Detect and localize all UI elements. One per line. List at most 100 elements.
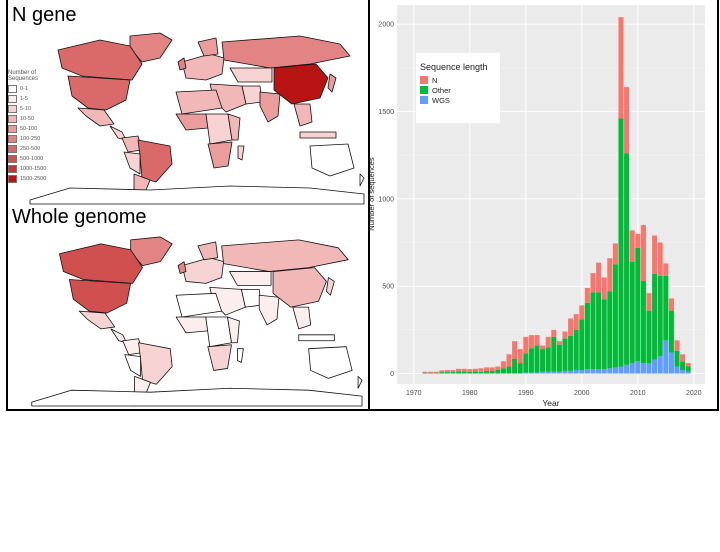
- map-legend-swatch: [8, 155, 17, 163]
- map-antarctica: [31, 387, 363, 407]
- bar-n-1975: [439, 370, 445, 373]
- bar-wgs-2006: [612, 367, 618, 374]
- bar-wgs-2016: [668, 352, 674, 374]
- map-legend-label: 10-50: [20, 116, 35, 122]
- bar-other-1974: [433, 372, 439, 374]
- bar-wgs-1994: [545, 371, 551, 374]
- map-legend-item: 1000-1500: [8, 164, 56, 174]
- bar-n-2010: [635, 233, 641, 248]
- bar-wgs-1997: [562, 370, 568, 374]
- map-west-africa: [175, 113, 209, 131]
- bar-wgs-2003: [596, 369, 602, 374]
- bar-n-1982: [478, 368, 484, 372]
- bar-other-1992: [534, 345, 540, 373]
- bar-other-2009: [629, 261, 635, 364]
- bar-wgs-2014: [657, 356, 663, 374]
- bar-other-1985: [495, 370, 501, 374]
- bar-wgs-1996: [556, 371, 562, 374]
- map-east-africa: [227, 316, 240, 344]
- legend-label-wgs: WGS: [432, 96, 450, 105]
- map-legend-swatch: [8, 175, 17, 183]
- x-tick-label: 2000: [574, 390, 590, 397]
- y-tick-label: 1000: [378, 196, 394, 203]
- bar-n-1994: [545, 336, 551, 348]
- bar-n-1977: [450, 370, 456, 372]
- map-new-zealand: [357, 375, 363, 389]
- bar-other-1996: [556, 344, 562, 372]
- bar-other-1979: [461, 371, 467, 374]
- map-russia: [221, 239, 349, 272]
- bar-n-1991: [528, 335, 534, 349]
- y-tick-labels: 0 500 1000 1500 2000: [378, 22, 394, 378]
- bar-wgs-2019: [685, 371, 691, 374]
- bar-n-2016: [668, 298, 674, 311]
- bar-other-1995: [551, 336, 557, 372]
- bar-other-1981: [472, 371, 478, 374]
- bar-other-2002: [590, 292, 596, 370]
- bar-wgs-1990: [523, 372, 529, 374]
- map-legend-label: 50-100: [20, 126, 38, 132]
- bar-other-1984: [489, 370, 495, 374]
- y-axis-title: Number of sequences: [367, 157, 376, 231]
- map-india: [259, 91, 281, 123]
- map-antarctica: [29, 185, 365, 205]
- bar-wgs-2009: [629, 363, 635, 374]
- map-scandinavia: [197, 241, 219, 261]
- bar-wgs-2007: [618, 366, 624, 374]
- bar-n-2008: [624, 87, 630, 154]
- map-uk: [177, 261, 187, 274]
- bar-other-1991: [528, 348, 534, 373]
- map-legend-label: 5-10: [20, 106, 32, 112]
- map-brazil: [137, 139, 173, 183]
- bar-other-2019: [685, 366, 691, 372]
- bar-other-1993: [540, 349, 546, 372]
- bar-other-2016: [668, 310, 674, 353]
- bar-other-1982: [478, 371, 484, 374]
- x-tick-label: 2010: [630, 390, 646, 397]
- map-kazakhstan: [229, 67, 273, 83]
- map-legend-label: 500-1000: [20, 156, 44, 162]
- x-tick-labels: 1970 1980 1990 2000 2010 2020: [406, 390, 702, 397]
- map-uk: [177, 57, 187, 71]
- bar-other-1999: [573, 329, 579, 371]
- bar-other-1980: [467, 371, 473, 374]
- bar-wgs-2017: [674, 366, 680, 374]
- map-legend-item: 10-50: [8, 114, 56, 124]
- map-legend-swatch: [8, 95, 17, 103]
- bar-n-2002: [590, 273, 596, 293]
- bar-other-2007: [618, 118, 624, 367]
- legend-title: Sequence length: [420, 62, 488, 72]
- map-japan: [327, 73, 337, 93]
- bar-n-1984: [489, 367, 495, 371]
- bar-n-1986: [500, 361, 506, 369]
- bar-other-1986: [500, 368, 506, 374]
- bar-n-2004: [601, 277, 607, 300]
- bar-other-1987: [506, 366, 512, 374]
- bar-n-1985: [495, 366, 501, 371]
- bar-other-1976: [444, 372, 450, 374]
- bar-wgs-1993: [540, 371, 546, 374]
- bar-other-1994: [545, 347, 551, 372]
- map-indonesia: [299, 131, 337, 139]
- panel-divider: [368, 0, 370, 409]
- bar-other-2014: [657, 275, 663, 357]
- map-peru: [124, 354, 141, 377]
- bar-other-2006: [612, 264, 618, 368]
- map-west-africa: [175, 316, 209, 334]
- whole-genome-world-map: [31, 236, 363, 407]
- bar-other-2013: [652, 273, 658, 360]
- bars: [422, 17, 691, 374]
- bar-n-2011: [640, 225, 646, 281]
- bar-wgs-2011: [640, 363, 646, 374]
- bar-n-2019: [685, 363, 691, 367]
- bar-wgs-2018: [680, 370, 686, 374]
- map-legend-label: 0-1: [20, 86, 28, 92]
- legend-swatch-other: [420, 86, 428, 94]
- bar-wgs-1995: [551, 371, 557, 374]
- bar-n-1989: [517, 349, 523, 364]
- bar-wgs-1992: [534, 372, 540, 374]
- bar-n-1976: [444, 370, 450, 373]
- bar-n-2018: [680, 354, 686, 362]
- map-legend-swatch: [8, 165, 17, 173]
- map-legend-label: 1500-2500: [20, 176, 47, 182]
